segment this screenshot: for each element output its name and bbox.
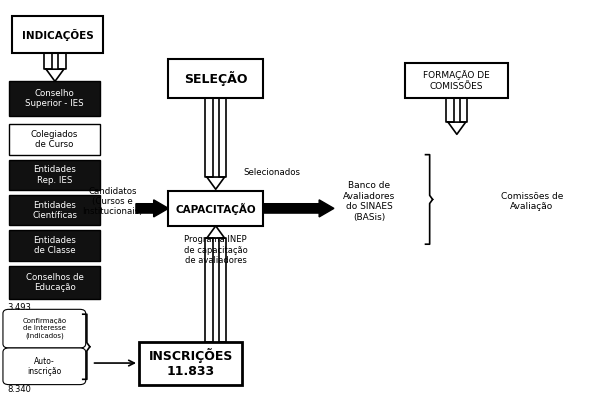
Text: Programa INEP
de capacitação
de avaliadores: Programa INEP de capacitação de avaliado… <box>184 235 248 265</box>
Text: SELEÇÃO: SELEÇÃO <box>184 71 248 86</box>
FancyBboxPatch shape <box>3 348 86 385</box>
FancyBboxPatch shape <box>168 59 263 98</box>
Text: Entidades
de Classe: Entidades de Classe <box>33 236 76 255</box>
FancyBboxPatch shape <box>9 266 100 299</box>
Text: Confirmação
de Interesse
(indicados): Confirmação de Interesse (indicados) <box>22 318 66 339</box>
FancyBboxPatch shape <box>9 230 100 261</box>
Text: Entidades
Científicas: Entidades Científicas <box>32 201 77 220</box>
Text: Banco de
Avaliadores
do SINAES
(BASis): Banco de Avaliadores do SINAES (BASis) <box>343 182 395 221</box>
Polygon shape <box>136 200 168 217</box>
Polygon shape <box>263 200 334 217</box>
Text: FORMAÇÃO DE
COMISSÕES: FORMAÇÃO DE COMISSÕES <box>423 70 490 90</box>
FancyBboxPatch shape <box>405 63 508 98</box>
FancyBboxPatch shape <box>9 160 100 190</box>
Text: Candidatos
(Cursos e
Institucionais): Candidatos (Cursos e Institucionais) <box>82 186 142 217</box>
Text: Selecionados: Selecionados <box>243 168 300 177</box>
Text: Comissões de
Avaliação: Comissões de Avaliação <box>501 192 563 211</box>
FancyBboxPatch shape <box>139 342 242 385</box>
Text: 8.340: 8.340 <box>7 385 31 394</box>
FancyBboxPatch shape <box>12 16 103 53</box>
Text: Conselho
Superior - IES: Conselho Superior - IES <box>25 89 84 108</box>
FancyBboxPatch shape <box>9 81 100 116</box>
Text: Auto-
inscrição: Auto- inscrição <box>27 357 61 376</box>
Text: CAPACITAÇÃO: CAPACITAÇÃO <box>176 203 256 214</box>
Text: INSCRIÇÕES
11.833: INSCRIÇÕES 11.833 <box>148 348 233 378</box>
FancyBboxPatch shape <box>9 195 100 225</box>
Text: Conselhos de
Educação: Conselhos de Educação <box>26 273 83 292</box>
FancyBboxPatch shape <box>9 124 100 155</box>
FancyBboxPatch shape <box>168 191 263 226</box>
Text: Colegiados
de Curso: Colegiados de Curso <box>31 130 79 149</box>
Text: INDICAÇÕES: INDICAÇÕES <box>22 28 93 41</box>
Text: 3.493: 3.493 <box>7 303 31 312</box>
Text: Entidades
Rep. IES: Entidades Rep. IES <box>33 165 76 184</box>
FancyBboxPatch shape <box>3 309 86 348</box>
